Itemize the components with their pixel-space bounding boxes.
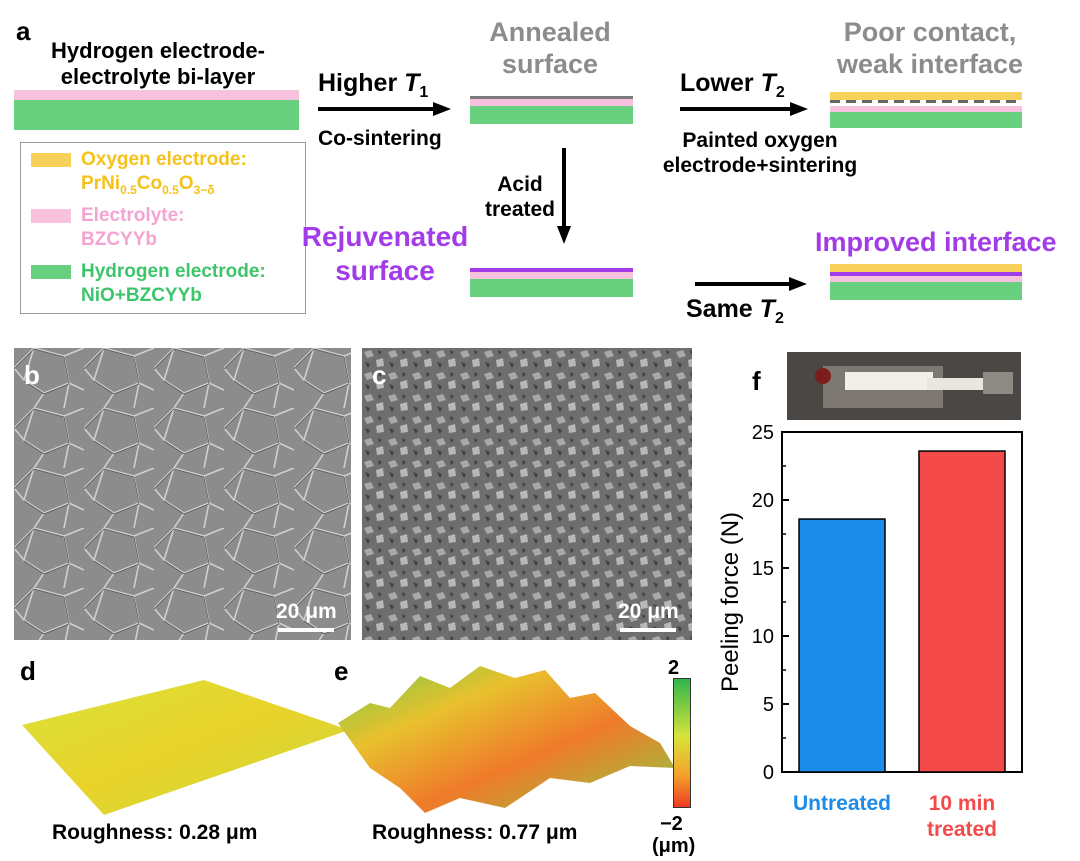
poor-oxygen-layer [830,92,1022,100]
legend-electrolyte-label: Electrolyte: [81,205,185,226]
arrow3-label: Same T2 [686,295,784,327]
legend-oxygen-formula: PrNi0.5Co0.5O3−δ [81,173,215,197]
roughness-d-label: Roughness: 0.28 μm [52,821,258,844]
grain-pattern [14,348,351,640]
legend-oxygen-swatch [31,153,71,167]
scalebar-b-label: 20 μm [276,600,337,623]
annealed-top-line [470,96,633,99]
panel-d-label: d [20,656,36,686]
arrow2-icon [680,102,808,116]
rough-pattern [362,348,692,640]
panel-a-label: a [16,16,31,46]
arrow3-icon [695,277,807,291]
improved-electrolyte-layer [830,276,1022,282]
legend-electrolyte-swatch [31,209,71,223]
poor-contact-label: Poor contact, weak interface [836,17,1024,80]
arrow1-top-label: Higher T1 [318,69,429,101]
arrow1-icon [318,102,451,116]
rejuvenated-electrolyte-layer [470,272,633,279]
poor-electrolyte-layer [830,106,1022,112]
legend-hydrogen-value: NiO+BZCYYb [81,285,202,306]
poor-hydrogen-layer [830,112,1022,128]
legend-hydrogen-swatch [31,265,71,279]
surface-map-untreated [22,680,349,815]
bilayer-hydrogen-layer [14,100,299,130]
arrow-down-icon [557,148,571,244]
y-tick-label: 20 [752,490,774,512]
y-tick-label: 5 [763,694,774,716]
legend-hydrogen-label: Hydrogen electrode: [81,261,266,282]
colorbar-min: −2 [660,813,683,835]
improved-interface-label: Improved interface [815,227,1057,257]
y-tick-label: 15 [752,558,774,580]
peeling-test-photo [787,352,1021,420]
category-label: treated [927,818,997,841]
sem-image-untreated: b 20 μm [14,348,351,640]
y-axis-label: Peeling force (N) [717,512,744,692]
bilayer-electrolyte-layer [14,90,299,100]
poor-gap-dashed-line [830,100,1022,103]
roughness-e-label: Roughness: 0.77 μm [372,821,578,844]
panel-c-label: c [372,360,387,390]
acid-treated-label: Acid treated [484,173,556,222]
colorbar-max: 2 [668,657,680,679]
bar-1 [918,450,1006,773]
panel-b-label: b [24,360,40,390]
category-label: 10 min [929,792,996,815]
legend-box: Oxygen electrode: PrNi0.5Co0.5O3−δ Elect… [20,142,306,314]
rejuvenated-top-line [470,268,633,272]
arrow2-top-label: Lower T2 [680,69,785,101]
colorbar [673,678,691,808]
arrow2-bottom-label: Painted oxygen electrode+sintering [662,129,858,178]
rejuvenated-label: Rejuvenated surface [301,221,469,286]
sem-image-treated: c 20 μm [362,348,692,640]
poor-gap [830,103,1022,106]
y-tick-label: 25 [752,422,774,444]
legend-oxygen-label: Oxygen electrode: [81,149,247,170]
legend-electrolyte-value: BZCYYb [81,229,157,250]
y-tick-label: 10 [752,626,774,648]
annealed-surface-label: Annealed surface [489,17,611,80]
rejuvenated-hydrogen-layer [470,279,633,297]
annealed-electrolyte-layer [470,99,633,106]
improved-interface-line [830,272,1022,276]
scalebar-b-line [278,628,334,632]
bar-0 [798,518,886,773]
scalebar-c-line [620,628,676,632]
improved-oxygen-layer [830,264,1022,272]
y-tick-label: 0 [763,762,774,784]
surface-map-treated [338,666,675,813]
colorbar-unit: (μm) [652,835,696,857]
improved-hydrogen-layer [830,282,1022,300]
category-label: Untreated [793,792,891,815]
arrow1-bottom-label: Co-sintering [318,127,442,150]
panel-f-label: f [752,366,761,396]
panel-e-label: e [334,656,349,686]
scalebar-c-label: 20 μm [618,600,679,623]
peeling-force-chart: Peeling force (N) 0 5 10 15 20 25 Untreated 10 … [717,422,1023,841]
bilayer-title: Hydrogen electrode- electrolyte bi-layer [51,38,265,90]
annealed-hydrogen-layer [470,106,633,124]
